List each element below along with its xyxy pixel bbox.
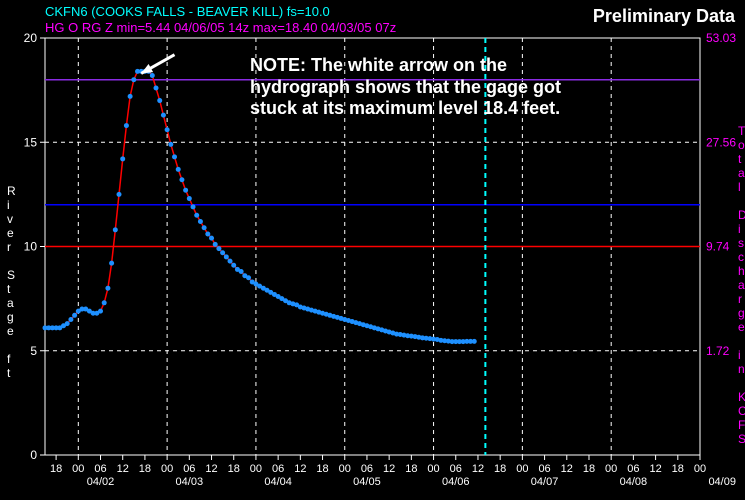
- svg-text:10: 10: [24, 240, 38, 254]
- svg-text:s: s: [738, 236, 744, 250]
- svg-text:a: a: [7, 296, 14, 310]
- svg-text:R: R: [7, 184, 16, 198]
- svg-text:e: e: [738, 320, 745, 334]
- svg-text:12: 12: [383, 463, 395, 475]
- svg-text:18: 18: [672, 463, 684, 475]
- svg-text:i: i: [738, 348, 741, 362]
- svg-text:53.03: 53.03: [706, 31, 736, 45]
- svg-text:04/05: 04/05: [353, 476, 381, 488]
- svg-text:12: 12: [205, 463, 217, 475]
- svg-text:g: g: [7, 310, 14, 324]
- svg-text:5: 5: [30, 344, 37, 358]
- svg-text:i: i: [7, 198, 10, 212]
- svg-text:S: S: [7, 268, 15, 282]
- svg-text:a: a: [738, 278, 745, 292]
- svg-text:04/02: 04/02: [87, 476, 115, 488]
- svg-text:i: i: [738, 222, 741, 236]
- svg-text:g: g: [738, 306, 745, 320]
- svg-text:f: f: [7, 352, 11, 366]
- svg-text:a: a: [738, 166, 745, 180]
- svg-text:06: 06: [272, 463, 284, 475]
- svg-text:18: 18: [50, 463, 62, 475]
- svg-text:00: 00: [72, 463, 84, 475]
- annotation-note: NOTE: The white arrow on the hydrograph …: [250, 55, 590, 120]
- svg-text:n: n: [738, 362, 745, 376]
- svg-text:04/03: 04/03: [176, 476, 204, 488]
- svg-text:9.74: 9.74: [706, 240, 730, 254]
- svg-text:00: 00: [161, 463, 173, 475]
- svg-text:e: e: [7, 324, 14, 338]
- svg-text:06: 06: [361, 463, 373, 475]
- svg-text:v: v: [7, 212, 13, 226]
- svg-text:C: C: [738, 404, 745, 418]
- svg-text:06: 06: [538, 463, 550, 475]
- svg-text:04/04: 04/04: [264, 476, 292, 488]
- svg-text:18: 18: [139, 463, 151, 475]
- svg-text:06: 06: [450, 463, 462, 475]
- svg-text:12: 12: [561, 463, 573, 475]
- svg-text:04/06: 04/06: [442, 476, 470, 488]
- svg-text:00: 00: [694, 463, 706, 475]
- svg-text:t: t: [7, 282, 11, 296]
- svg-text:06: 06: [183, 463, 195, 475]
- svg-text:12: 12: [294, 463, 306, 475]
- svg-text:00: 00: [516, 463, 528, 475]
- svg-text:15: 15: [24, 135, 38, 149]
- svg-text:12: 12: [472, 463, 484, 475]
- svg-text:e: e: [7, 226, 14, 240]
- svg-text:T: T: [738, 124, 745, 138]
- chart-container: CKFN6 (COOKS FALLS - BEAVER KILL) fs=10.…: [0, 0, 745, 500]
- svg-text:K: K: [738, 390, 745, 404]
- svg-text:h: h: [738, 264, 745, 278]
- svg-text:06: 06: [94, 463, 106, 475]
- svg-text:l: l: [738, 180, 741, 194]
- svg-text:00: 00: [250, 463, 262, 475]
- svg-text:F: F: [738, 418, 745, 432]
- svg-text:04/09: 04/09: [708, 476, 736, 488]
- svg-text:04/07: 04/07: [531, 476, 559, 488]
- svg-text:S: S: [738, 432, 745, 446]
- svg-text:20: 20: [24, 31, 38, 45]
- svg-text:12: 12: [649, 463, 661, 475]
- svg-text:o: o: [738, 138, 745, 152]
- svg-text:D: D: [738, 208, 745, 222]
- svg-text:r: r: [7, 240, 11, 254]
- svg-text:18: 18: [405, 463, 417, 475]
- svg-text:27.56: 27.56: [706, 135, 736, 149]
- svg-text:00: 00: [339, 463, 351, 475]
- svg-text:18: 18: [316, 463, 328, 475]
- svg-text:04/08: 04/08: [620, 476, 648, 488]
- svg-text:12: 12: [117, 463, 129, 475]
- svg-text:18: 18: [228, 463, 240, 475]
- svg-text:r: r: [738, 292, 742, 306]
- svg-text:00: 00: [427, 463, 439, 475]
- svg-text:18: 18: [494, 463, 506, 475]
- svg-text:t: t: [7, 366, 11, 380]
- svg-text:18: 18: [583, 463, 595, 475]
- svg-text:1.72: 1.72: [706, 344, 730, 358]
- svg-text:c: c: [738, 250, 744, 264]
- svg-text:t: t: [738, 152, 742, 166]
- svg-text:00: 00: [605, 463, 617, 475]
- svg-text:0: 0: [30, 448, 37, 462]
- svg-text:06: 06: [627, 463, 639, 475]
